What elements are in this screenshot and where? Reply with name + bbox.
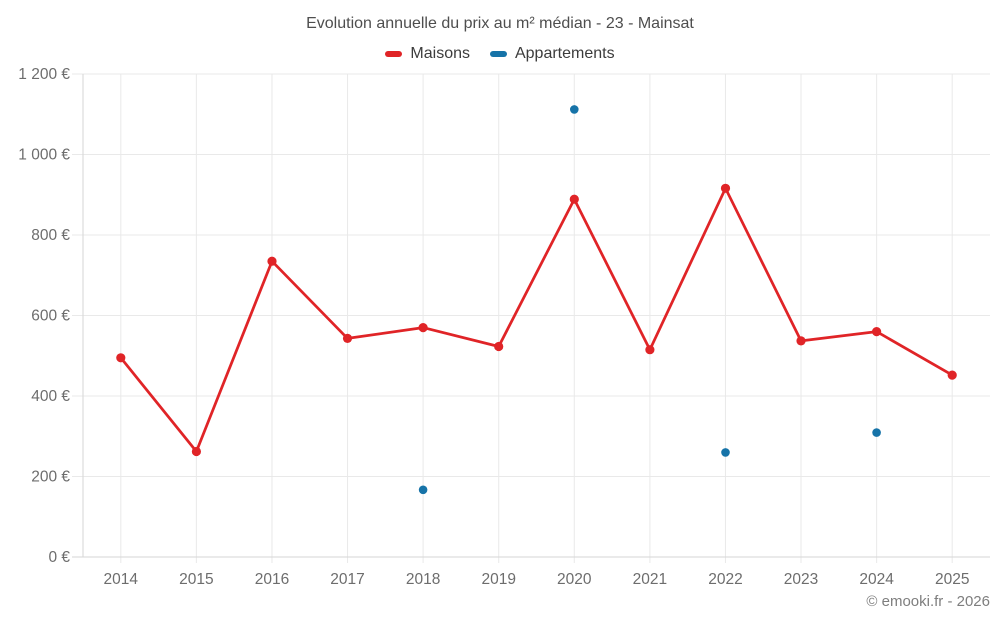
x-tick-label: 2016 [255,571,289,588]
legend-item-appartements[interactable]: Appartements [489,45,615,63]
x-tick-label: 2025 [935,571,969,588]
y-tick-label: 0 € [48,549,70,566]
chart-legend: Maisons Appartements [0,45,1000,63]
x-tick-label: 2024 [859,571,894,588]
legend-item-maisons[interactable]: Maisons [385,45,470,63]
maisons-point-2023[interactable] [796,336,806,346]
maisons-point-2022[interactable] [720,183,731,193]
x-tick-label: 2014 [104,571,139,588]
maisons-point-2025[interactable] [947,370,957,380]
y-tick-label: 1 000 € [18,147,70,164]
y-tick-label: 600 € [31,308,70,325]
maisons-point-2014[interactable] [116,353,126,363]
x-tick-label: 2021 [633,571,667,588]
maisons-point-2017[interactable] [342,333,353,343]
y-tick-label: 1 200 € [18,66,70,83]
x-tick-label: 2022 [708,571,742,588]
appartements-point-2018[interactable] [418,485,428,495]
x-tick-label: 2019 [481,571,515,588]
appartements-point-2024[interactable] [872,428,881,437]
maisons-line [119,186,954,453]
appartements-legend-swatch [489,51,507,57]
chart-title: Evolution annuelle du prix au m² médian … [306,15,694,32]
y-tick-label: 200 € [31,469,70,486]
maisons-point-2024[interactable] [872,327,882,337]
maisons-point-2021[interactable] [645,345,655,355]
maisons-legend-swatch [385,51,403,57]
maisons-point-2016[interactable] [267,256,277,266]
maisons-legend-label: Maisons [410,45,470,62]
credit: © emooki.fr - 2026 [866,593,990,610]
maisons-point-2019[interactable] [494,341,504,352]
appartements-point-2022[interactable] [721,448,730,457]
y-tick-label: 400 € [31,388,70,405]
x-tick-label: 2023 [784,571,818,588]
maisons-point-2015[interactable] [191,446,201,457]
maisons-point-2018[interactable] [418,323,428,333]
appartements-point-2020[interactable] [570,105,579,114]
appartements-legend-label: Appartements [514,45,615,62]
maisons-point-2020[interactable] [569,194,579,204]
x-tick-label: 2020 [557,571,592,588]
y-tick-label: 800 € [31,227,70,244]
x-tick-label: 2015 [179,571,213,588]
x-tick-label: 2017 [330,571,364,588]
x-tick-label: 2018 [406,571,440,588]
